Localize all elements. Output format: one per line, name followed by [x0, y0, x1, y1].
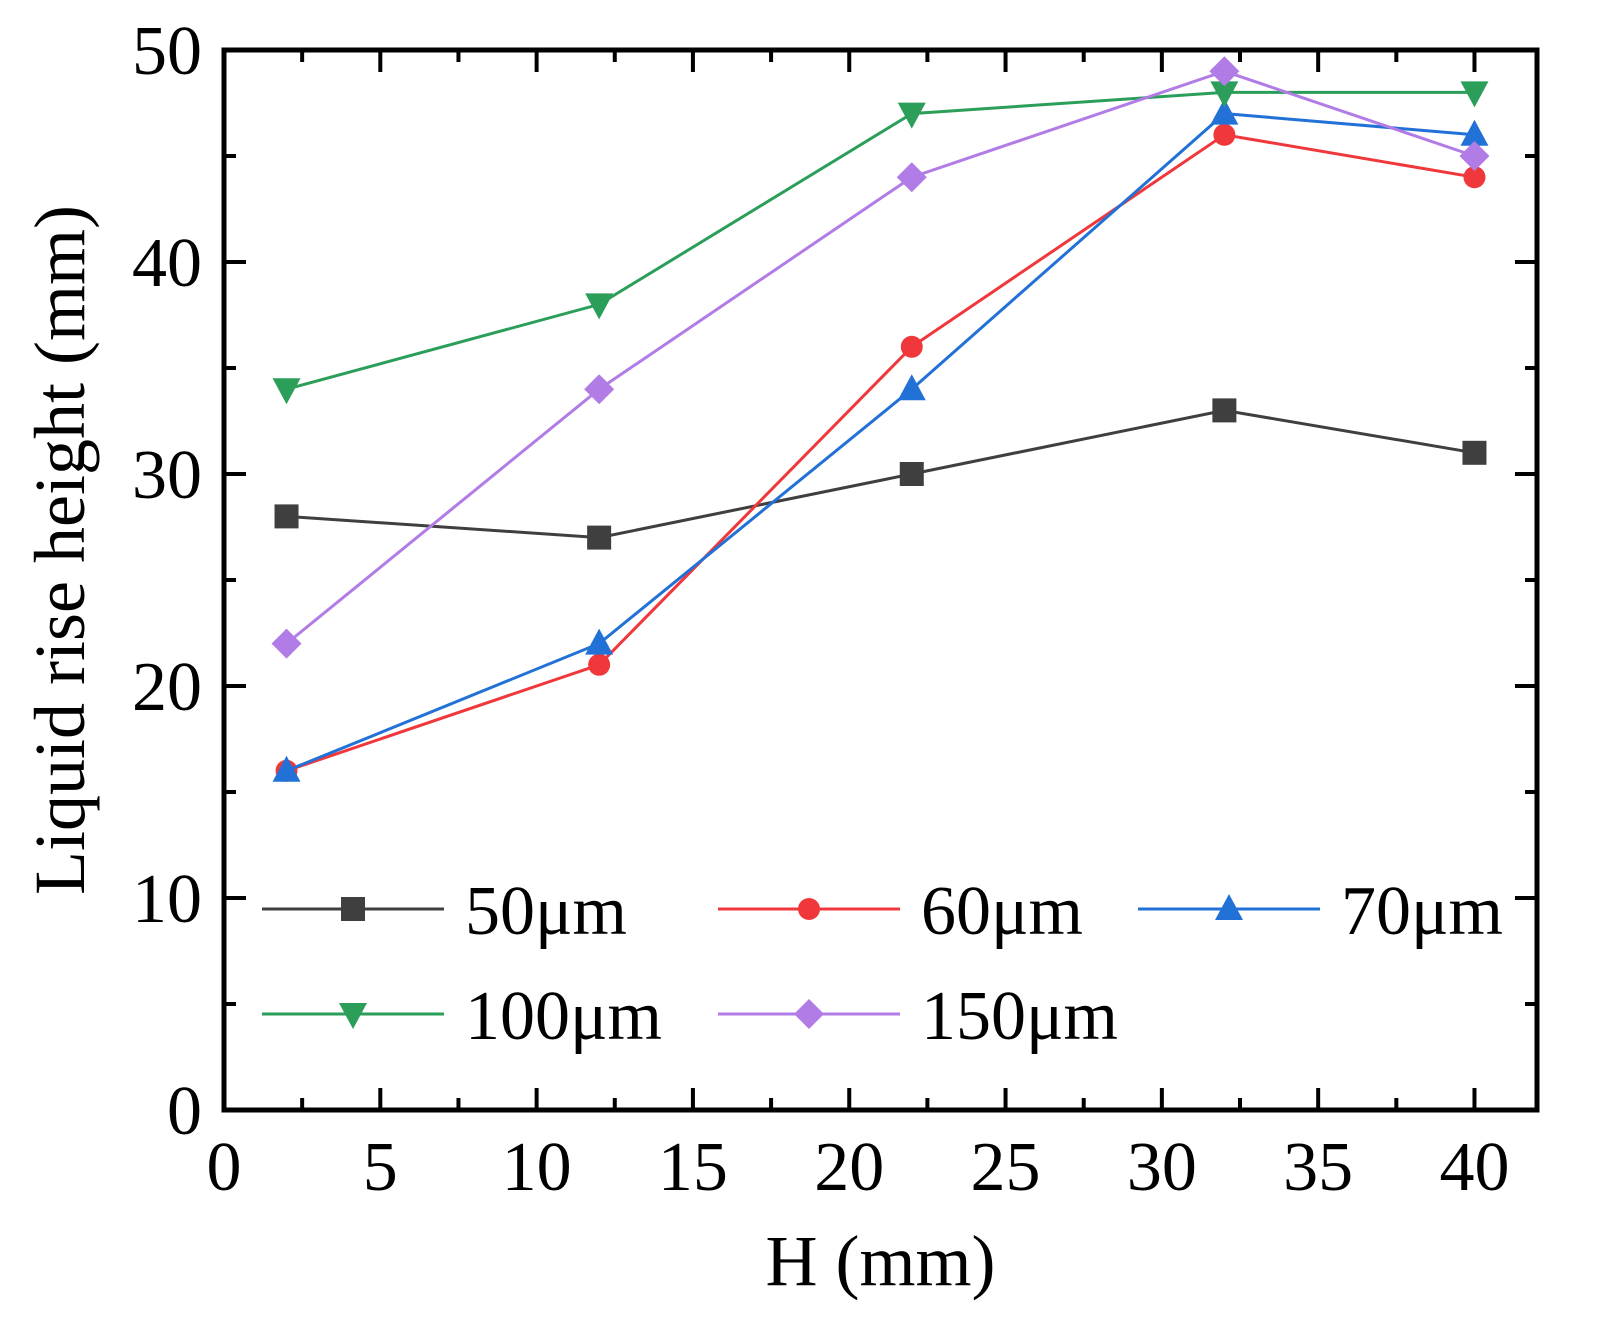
- legend-label: 150μm: [921, 978, 1118, 1055]
- y-tick-label: 20: [132, 649, 202, 726]
- data-point: 150μm: (22, 44): [896, 162, 927, 193]
- legend-item: 100μm: [262, 978, 662, 1055]
- data-point: 70μm: (22, 34): [897, 374, 926, 401]
- data-point: 100μm: (2, 34): [272, 378, 301, 405]
- x-tick-label: 30: [1127, 1129, 1197, 1206]
- y-tick-label: 40: [132, 225, 202, 302]
- y-tick-label: 10: [132, 861, 202, 938]
- plot-frame: [221, 47, 1540, 1113]
- x-tick-label: 25: [971, 1129, 1041, 1206]
- series-50μm: 50μm: (2, 28) 50μm: (12, 27) 50μm: (22, 30…: [274, 398, 1487, 550]
- legend-item: 150μm: [718, 978, 1118, 1055]
- series-line: [286, 408, 1475, 540]
- data-point: 50μm: (40, 31): [1462, 440, 1487, 465]
- series-line: [286, 133, 1475, 773]
- legend-item: 70μm: [1138, 873, 1503, 950]
- x-tick-label: 20: [814, 1129, 884, 1206]
- axis-ticks: [222, 48, 1537, 1112]
- data-point: 100μm: (22, 47): [897, 102, 926, 129]
- y-tick-label: 30: [132, 437, 202, 514]
- legend-label: 50μm: [465, 873, 627, 950]
- y-tick-label: 0: [167, 1073, 202, 1150]
- x-tick-label: 10: [502, 1129, 572, 1206]
- data-point: 70μm: (32, 47): [1210, 98, 1239, 125]
- legend-marker: [1215, 894, 1243, 920]
- legend: 50μm 60μm 70μm 100μm 150μm: [262, 873, 1503, 1055]
- legend-item: 60μm: [718, 873, 1083, 950]
- data-point: 70μm: (40, 46): [1460, 119, 1489, 146]
- data-point: 150μm: (40, 45): [1459, 141, 1490, 171]
- legend-item: 50μm: [262, 873, 627, 950]
- data-point: 60μm: (22, 36): [900, 335, 923, 358]
- data-point: 150μm: (32, 49): [1209, 56, 1240, 87]
- data-point: 60μm: (12, 21): [588, 653, 611, 676]
- legend-marker: [341, 897, 365, 921]
- series-line: [285, 69, 1475, 645]
- x-tick-label: 5: [363, 1129, 398, 1206]
- data-point: 150μm: (2, 22): [271, 628, 302, 659]
- series-100μm: 100μm: (2, 34) 100μm: (12, 38) 100μm: (22,…: [272, 81, 1489, 405]
- series-150μm: 150μm: (2, 22) 150μm: (12, 34) 150μm: (22,…: [271, 56, 1490, 659]
- legend-label: 100μm: [465, 978, 662, 1055]
- data-series: 50μm: (2, 28) 50μm: (12, 27) 50μm: (22, 30…: [271, 56, 1490, 782]
- series-line: [285, 112, 1475, 773]
- x-tick-label: 15: [658, 1129, 728, 1206]
- x-tick-label: 35: [1283, 1129, 1353, 1206]
- data-point: 100μm: (32, 48): [1210, 81, 1239, 108]
- x-tick-label: 40: [1439, 1129, 1509, 1206]
- data-point: 50μm: (22, 30): [899, 462, 924, 486]
- data-point: 60μm: (32, 46): [1213, 123, 1236, 146]
- series-60μm: 60μm: (2, 16)60μm: (12, 21)60μm: (22, 36…: [275, 123, 1486, 782]
- data-point: 100μm: (12, 38): [585, 293, 614, 320]
- series-line: [286, 90, 1475, 391]
- tick-labels: 0 5 10 15 20 25 30 35 40 0 10 20 30 40 50: [132, 13, 1509, 1206]
- legend-label: 60μm: [921, 873, 1083, 950]
- x-tick-label: 0: [207, 1129, 242, 1206]
- y-tick-label: 50: [132, 13, 202, 90]
- legend-marker: [339, 1003, 367, 1029]
- data-point: 60μm: (40, 44): [1463, 166, 1486, 189]
- legend-label: 70μm: [1341, 873, 1503, 950]
- data-point: 50μm: (32, 33): [1212, 398, 1237, 423]
- series-70μm: 70μm: (2, 16) 70μm: (12, 22) 70μm: (22, 34…: [272, 98, 1489, 782]
- data-point: 50μm: (12, 27): [587, 525, 612, 550]
- legend-marker: [794, 999, 824, 1029]
- data-point: 100μm: (40, 48): [1460, 81, 1489, 108]
- data-point: 150μm: (12, 34): [584, 374, 615, 405]
- x-axis-title: H (mm): [766, 1221, 996, 1301]
- legend-marker: [798, 898, 820, 920]
- data-point: 70μm: (12, 22): [585, 628, 614, 655]
- y-axis-title: Liquid rise height (mm): [20, 205, 100, 895]
- data-point: 50μm: (2, 28): [274, 504, 299, 529]
- data-point: 70μm: (2, 16): [272, 755, 301, 782]
